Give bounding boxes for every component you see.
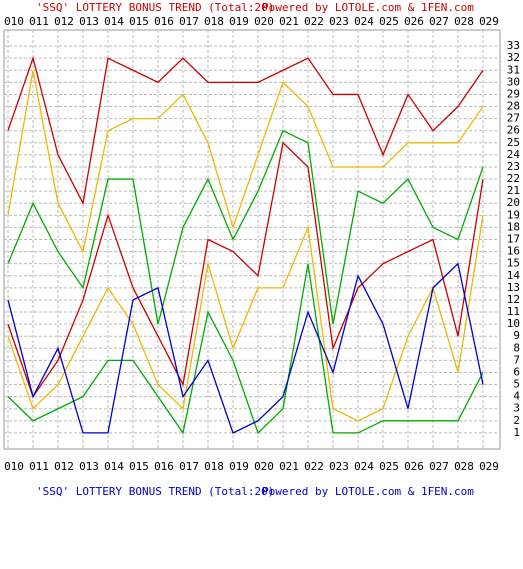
y-tick-label: 17 <box>507 233 520 246</box>
y-tick-label: 11 <box>507 305 520 318</box>
x-tick-label: 017 <box>179 15 199 28</box>
y-tick-label: 33 <box>507 39 520 52</box>
y-tick-label: 27 <box>507 112 520 125</box>
x-tick-label: 023 <box>329 15 349 28</box>
x-tick-label: 021 <box>279 15 299 28</box>
x-tick-label: 020 <box>254 460 274 473</box>
y-tick-label: 5 <box>513 378 520 391</box>
x-tick-label: 015 <box>129 460 149 473</box>
x-tick-label: 014 <box>104 15 124 28</box>
footer-title: 'SSQ' LOTTERY BONUS TREND (Total:20) <box>36 485 274 498</box>
y-tick-label: 30 <box>507 75 520 88</box>
x-tick-label: 010 <box>4 460 24 473</box>
y-tick-label: 1 <box>513 426 520 439</box>
x-tick-label: 018 <box>204 15 224 28</box>
chart-title: 'SSQ' LOTTERY BONUS TREND (Total:20) <box>36 1 274 14</box>
x-tick-label: 021 <box>279 460 299 473</box>
x-tick-label: 026 <box>404 460 424 473</box>
y-tick-label: 13 <box>507 281 520 294</box>
series-line <box>7 262 484 434</box>
x-tick-label: 025 <box>379 460 399 473</box>
x-tick-label: 012 <box>54 460 74 473</box>
x-tick-label: 028 <box>454 15 474 28</box>
x-tick-label: 027 <box>429 15 449 28</box>
y-tick-label: 18 <box>507 220 520 233</box>
x-tick-label: 024 <box>354 460 374 473</box>
x-tick-label: 010 <box>4 15 24 28</box>
x-tick-label: 019 <box>229 460 249 473</box>
x-tick-label: 018 <box>204 460 224 473</box>
y-tick-label: 6 <box>513 365 520 378</box>
y-tick-label: 19 <box>507 208 520 221</box>
y-tick-label: 14 <box>507 269 521 282</box>
y-tick-label: 28 <box>507 100 520 113</box>
x-tick-label: 013 <box>79 15 99 28</box>
x-tick-label: 014 <box>104 460 124 473</box>
y-tick-label: 9 <box>513 329 520 342</box>
x-tick-label: 022 <box>304 15 324 28</box>
y-tick-label: 10 <box>507 317 520 330</box>
series-line <box>7 263 484 435</box>
x-tick-label: 019 <box>229 15 249 28</box>
x-tick-label: 024 <box>354 15 374 28</box>
y-tick-label: 23 <box>507 160 520 173</box>
x-tick-label: 022 <box>304 460 324 473</box>
x-tick-label: 013 <box>79 460 99 473</box>
x-tick-label: 011 <box>29 460 49 473</box>
y-tick-label: 8 <box>513 341 520 354</box>
x-tick-label: 016 <box>154 15 174 28</box>
y-tick-label: 12 <box>507 293 520 306</box>
y-tick-label: 29 <box>507 87 520 100</box>
y-tick-label: 22 <box>507 172 520 185</box>
x-tick-label: 016 <box>154 460 174 473</box>
x-tick-label: 011 <box>29 15 49 28</box>
x-tick-label: 017 <box>179 460 199 473</box>
x-tick-label: 029 <box>479 460 499 473</box>
y-tick-label: 24 <box>507 148 521 161</box>
series-line <box>7 215 484 422</box>
series-line <box>7 129 484 325</box>
x-tick-label: 028 <box>454 460 474 473</box>
series-line <box>7 70 484 254</box>
y-tick-label: 3 <box>513 402 520 415</box>
y-tick-label: 15 <box>507 257 520 270</box>
y-tick-label: 32 <box>507 51 520 64</box>
x-tick-label: 023 <box>329 460 349 473</box>
x-tick-label: 026 <box>404 15 424 28</box>
series-line <box>7 141 484 399</box>
x-tick-label: 012 <box>54 15 74 28</box>
x-tick-label: 029 <box>479 15 499 28</box>
x-tick-label: 020 <box>254 15 274 28</box>
footer-title: Powered by LOTOLE.com & 1FEN.com <box>262 485 474 498</box>
series-line <box>7 55 484 206</box>
y-tick-label: 31 <box>507 63 520 76</box>
y-tick-label: 4 <box>513 390 520 403</box>
x-tick-label: 015 <box>129 15 149 28</box>
y-tick-label: 7 <box>513 353 520 366</box>
x-tick-label: 025 <box>379 15 399 28</box>
y-tick-label: 16 <box>507 245 520 258</box>
chart-title: Powered by LOTOLE.com & 1FEN.com <box>262 1 474 14</box>
x-tick-label: 027 <box>429 460 449 473</box>
y-tick-label: 20 <box>507 196 520 209</box>
y-tick-label: 26 <box>507 124 520 137</box>
y-tick-label: 2 <box>513 414 520 427</box>
y-tick-label: 21 <box>507 184 520 197</box>
y-tick-label: 25 <box>507 136 520 149</box>
